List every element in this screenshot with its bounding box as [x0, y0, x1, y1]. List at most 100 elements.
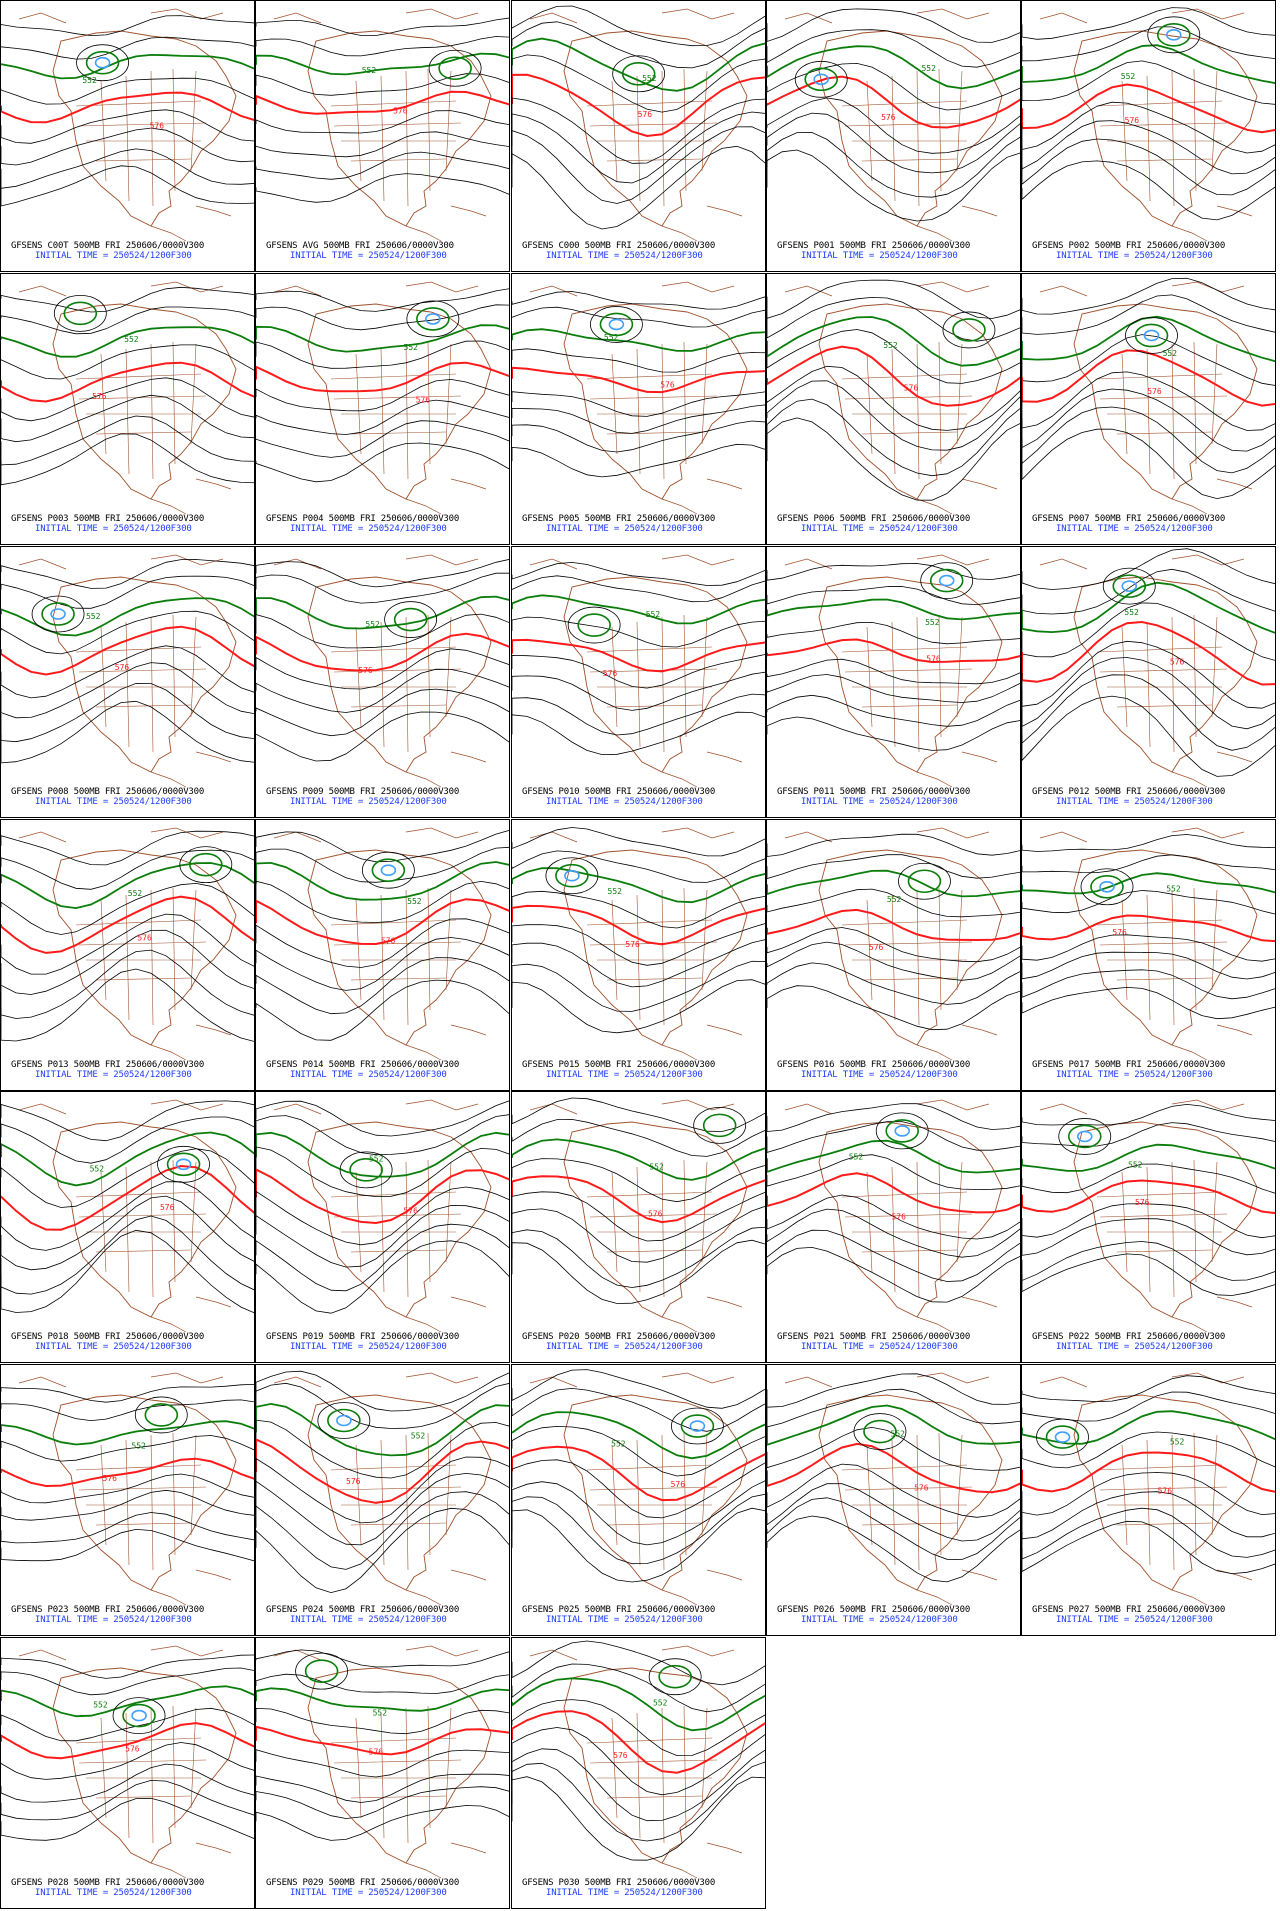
closed-low-contour: [134, 1396, 188, 1434]
height-contour-line: [1022, 160, 1275, 221]
height-contours: [1022, 548, 1275, 777]
height-contour-line: [256, 1240, 509, 1314]
height-contour-552: [512, 1138, 765, 1181]
closed-low-552: [85, 50, 120, 75]
height-contour-line: [1, 610, 254, 655]
height-contour-line: [256, 880, 509, 923]
state-boundaries: [586, 887, 718, 1026]
state-boundaries: [330, 1705, 462, 1844]
height-contour-line: [767, 1246, 1020, 1303]
state-boundaries: [841, 1159, 973, 1298]
panel-caption-valid: GFSENS P004 500MB FRI 250606/0000V300: [266, 514, 460, 524]
height-contour-576: [512, 904, 765, 946]
panel-caption-valid: GFSENS P006 500MB FRI 250606/0000V300: [777, 514, 971, 524]
ensemble-member-panel-avg: 552 576 GFSENS AVG 500MB FRI 250606/0000V3…: [255, 0, 510, 272]
height-contour-line: [512, 1118, 765, 1157]
height-contour-line: [512, 960, 765, 1012]
closed-low-contour: [590, 306, 643, 343]
contour-label-mid: 552: [369, 1155, 384, 1164]
height-contour-line: [512, 391, 765, 417]
closed-low-contour: [339, 1151, 393, 1189]
height-contour-line: [1022, 1507, 1275, 1560]
height-contour-line: [767, 962, 1020, 1005]
panel-caption-initial: INITIAL TIME = 250524/1200F300: [35, 1070, 192, 1080]
contour-label-mid: 552: [404, 343, 419, 352]
closed-low-contour: [942, 311, 996, 349]
geography-outline: [1039, 281, 1258, 515]
height-contours: [1, 1654, 254, 1841]
height-contour-552: [1022, 872, 1275, 895]
height-contour-line: [256, 830, 509, 863]
height-contour-line: [767, 1497, 1020, 1560]
closed-low-contour: [794, 60, 848, 98]
height-contour-line: [1022, 695, 1275, 777]
height-contour-576: [1, 1164, 254, 1231]
height-contour-line: [512, 923, 765, 966]
height-contour-line: [256, 1114, 509, 1156]
height-contour-line: [512, 1663, 765, 1713]
500mb-height-map: 552 576: [512, 1097, 765, 1333]
caribbean-islands: [916, 205, 998, 242]
500mb-height-map: 552 576: [256, 1099, 509, 1333]
continent-coastline: [1073, 849, 1258, 1046]
height-contour-line: [1022, 674, 1275, 751]
height-contour-line: [512, 21, 765, 69]
height-contour-line: [512, 827, 765, 857]
ensemble-member-panel-p015: 552 576 GFSENS P015 500MB FRI 250606/0000V…: [511, 819, 766, 1091]
height-contour-line: [767, 149, 1020, 222]
500mb-height-map: 552 576: [256, 281, 509, 515]
contour-label-mid: 552: [365, 620, 380, 629]
height-contour-552: [1, 53, 254, 80]
500mb-height-map: 552 576: [767, 8, 1020, 242]
closed-low-552: [804, 67, 839, 92]
height-contour-576: [512, 1710, 765, 1774]
height-contour-552: [512, 1677, 765, 1732]
closed-low-552: [304, 1659, 339, 1683]
contour-label-mid: 552: [887, 895, 902, 904]
closed-low-528: [1054, 1431, 1071, 1443]
continent-coastline: [307, 1667, 492, 1864]
closed-low-528: [608, 318, 625, 331]
panel-caption-valid: GFSENS P012 500MB FRI 250606/0000V300: [1032, 787, 1226, 797]
height-contour-line: [767, 1373, 1020, 1408]
caribbean-islands: [150, 1842, 232, 1879]
ensemble-member-panel-p021: 552 576 GFSENS P021 500MB FRI 250606/0000V…: [766, 1091, 1021, 1363]
geography-outline: [529, 281, 748, 515]
continent-coastline: [818, 1121, 1003, 1318]
contour-label-warm: 576: [1125, 116, 1140, 125]
height-contour-line: [1022, 334, 1275, 386]
height-contour-552: [256, 1402, 509, 1457]
500mb-height-map: 552 576: [767, 1099, 1020, 1333]
continent-coastline: [52, 1394, 237, 1591]
height-contour-line: [512, 1640, 765, 1686]
height-contour-line: [1022, 1103, 1275, 1126]
closed-low-contour: [157, 1145, 210, 1183]
state-boundaries: [1096, 68, 1228, 207]
closed-low-528: [1121, 580, 1138, 592]
500mb-height-map: 552 576: [256, 1645, 509, 1879]
contour-label-warm: 576: [1112, 928, 1127, 937]
closed-low-552: [1134, 323, 1169, 348]
panel-caption-initial: INITIAL TIME = 250524/1200F300: [546, 1615, 703, 1625]
panel-caption-valid: GFSENS AVG 500MB FRI 250606/0000V300: [266, 241, 454, 251]
height-contour-line: [1, 1181, 254, 1251]
geography-outline: [529, 1372, 748, 1606]
arctic-islands: [529, 281, 735, 297]
closed-low-contour: [853, 1413, 907, 1450]
caribbean-islands: [150, 1024, 232, 1061]
contour-label-warm: 576: [671, 1480, 686, 1489]
closed-low-552: [371, 858, 406, 882]
panel-caption-initial: INITIAL TIME = 250524/1200F300: [801, 1070, 958, 1080]
closed-low-552: [1090, 874, 1124, 899]
height-contour-576: [1, 1457, 254, 1488]
panel-caption-initial: INITIAL TIME = 250524/1200F300: [546, 797, 703, 807]
closed-low-552: [122, 1703, 156, 1728]
closed-low-552: [929, 568, 964, 593]
continent-coastline: [818, 576, 1003, 773]
panel-caption-initial: INITIAL TIME = 250524/1200F300: [546, 524, 703, 534]
height-contour-line: [256, 17, 509, 36]
ensemble-member-panel-p029: 552 576 GFSENS P029 500MB FRI 250606/0000V…: [255, 1637, 510, 1909]
height-contour-line: [512, 306, 765, 328]
caribbean-islands: [916, 1569, 998, 1606]
height-contour-552: [256, 861, 509, 901]
